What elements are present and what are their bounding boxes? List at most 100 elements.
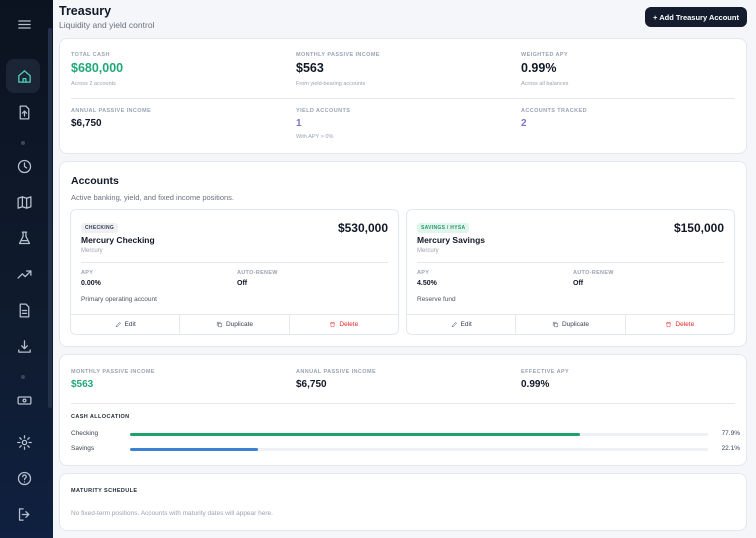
monthly-income-label: MONTHLY PASSIVE INCOME xyxy=(296,52,380,58)
duplicate-label: Duplicate xyxy=(225,321,254,328)
account-institution: Mercury xyxy=(81,248,103,254)
account-name: Mercury Savings xyxy=(417,235,486,245)
annual-income-value: $6,750 xyxy=(71,118,102,129)
upload-icon xyxy=(19,104,29,120)
weighted-apy-label: WEIGHTED APY xyxy=(521,52,569,58)
trash-icon xyxy=(330,321,336,328)
accounts-card: Accounts Active banking, yield, and fixe… xyxy=(59,161,747,347)
sidebar-item-trends[interactable] xyxy=(0,257,48,291)
sidebar-item-treasury[interactable] xyxy=(0,383,48,417)
allocation-percent: 77.9% xyxy=(721,430,740,437)
sidebar-item-upload[interactable] xyxy=(0,95,48,129)
yield-accounts-value: 1 xyxy=(296,118,302,129)
maturity-card: MATURITY SCHEDULE No fixed-term position… xyxy=(59,473,747,531)
yield-accounts-sub: With APY > 0% xyxy=(296,134,334,140)
delete-button[interactable]: Delete xyxy=(625,315,734,334)
monthly-income-value: $563 xyxy=(296,61,324,75)
document-icon xyxy=(19,302,29,318)
delete-button[interactable]: Delete xyxy=(289,315,398,334)
delete-label: Delete xyxy=(339,321,359,328)
account-type-badge: SAVINGS / HYSA xyxy=(417,223,470,233)
edit-button[interactable]: Edit xyxy=(407,315,517,334)
monthly-income-label: MONTHLY PASSIVE INCOME xyxy=(71,369,155,375)
sidebar-item-map[interactable] xyxy=(0,185,48,219)
effective-apy-label: EFFECTIVE APY xyxy=(521,369,570,375)
page-title: Treasury xyxy=(59,4,112,18)
logout-icon xyxy=(18,507,29,521)
sidebar-scrollbar[interactable] xyxy=(48,28,52,408)
allocation-percent: 22.1% xyxy=(721,445,740,452)
duplicate-button[interactable]: Duplicate xyxy=(180,315,290,334)
yield-accounts-label: YIELD ACCOUNTS xyxy=(296,108,351,114)
allocation-name: Savings xyxy=(71,445,95,452)
edit-button[interactable]: Edit xyxy=(71,315,181,334)
annual-income-value: $6,750 xyxy=(296,379,327,390)
map-icon xyxy=(16,195,32,209)
account-name: Mercury Checking xyxy=(81,235,155,245)
copy-icon xyxy=(552,321,559,328)
total-cash-sub: Across 2 accounts xyxy=(71,81,116,87)
allocation-name: Checking xyxy=(71,430,99,437)
apy-label: APY xyxy=(417,270,430,276)
income-card: MONTHLY PASSIVE INCOME $563 ANNUAL PASSI… xyxy=(59,354,747,466)
duplicate-button[interactable]: Duplicate xyxy=(516,315,626,334)
apy-label: APY xyxy=(81,270,94,276)
duplicate-label: Duplicate xyxy=(561,321,590,328)
pencil-icon xyxy=(451,322,457,328)
accounts-title: Accounts xyxy=(71,175,119,187)
auto-renew-label: AUTO-RENEW xyxy=(237,270,278,276)
income-divider xyxy=(71,403,735,404)
help-icon xyxy=(17,471,31,485)
home-icon xyxy=(17,69,31,83)
page-subtitle: Liquidity and yield control xyxy=(59,20,155,30)
account-actions: Edit Duplicate Delete xyxy=(407,314,734,334)
auto-renew-label: AUTO-RENEW xyxy=(573,270,614,276)
account-note: Primary operating account xyxy=(81,296,157,303)
main-content: Treasury Liquidity and yield control + A… xyxy=(53,0,756,538)
sidebar-item-history[interactable] xyxy=(0,149,48,183)
allocation-bar-track xyxy=(130,433,708,436)
edit-label: Edit xyxy=(460,321,472,328)
sidebar-item-logout[interactable] xyxy=(0,497,48,531)
download-icon xyxy=(17,339,31,353)
account-actions: Edit Duplicate Delete xyxy=(71,314,398,334)
allocation-bar-fill xyxy=(130,448,258,451)
sidebar-item-settings[interactable] xyxy=(0,425,48,459)
sidebar-item-help[interactable] xyxy=(0,461,48,495)
maturity-empty-message: No fixed-term positions. Accounts with m… xyxy=(71,510,273,517)
summary-divider xyxy=(71,98,735,99)
account-balance: $150,000 xyxy=(673,221,724,235)
account-card-checking: CHECKING Mercury Checking Mercury $530,0… xyxy=(70,209,399,335)
menu-toggle-button[interactable] xyxy=(0,7,48,41)
account-note: Reserve fund xyxy=(417,296,456,303)
allocation-bar-fill xyxy=(130,433,581,436)
account-divider xyxy=(417,262,724,263)
trending-up-icon xyxy=(16,269,32,279)
clock-icon xyxy=(17,159,31,173)
maturity-title: MATURITY SCHEDULE xyxy=(71,488,138,494)
monthly-income-value: $563 xyxy=(71,379,94,390)
accounts-tracked-label: ACCOUNTS TRACKED xyxy=(521,108,587,114)
sidebar-item-documents[interactable] xyxy=(0,293,48,327)
account-divider xyxy=(81,262,388,263)
cash-icon xyxy=(16,395,32,405)
accounts-tracked-value: 2 xyxy=(521,118,527,129)
apy-value: 0.00% xyxy=(81,280,101,287)
annual-income-label: ANNUAL PASSIVE INCOME xyxy=(296,369,377,375)
account-type-badge: CHECKING xyxy=(81,223,119,233)
effective-apy-value: 0.99% xyxy=(521,379,550,390)
sidebar-divider-dot xyxy=(21,141,25,145)
gear-icon xyxy=(16,434,32,450)
sidebar-divider-dot xyxy=(21,375,25,379)
sidebar xyxy=(0,0,53,538)
allocation-bar-track xyxy=(130,448,708,451)
account-card-savings: SAVINGS / HYSA Mercury Savings Mercury $… xyxy=(406,209,735,335)
sidebar-item-lab[interactable] xyxy=(0,221,48,255)
auto-renew-value: Off xyxy=(573,280,584,287)
hamburger-icon xyxy=(17,19,31,29)
sidebar-item-home[interactable] xyxy=(0,59,48,93)
auto-renew-value: Off xyxy=(237,280,248,287)
sidebar-item-download[interactable] xyxy=(0,329,48,363)
apy-value: 4.50% xyxy=(417,280,437,287)
add-treasury-account-button[interactable]: + Add Treasury Account xyxy=(645,7,747,27)
